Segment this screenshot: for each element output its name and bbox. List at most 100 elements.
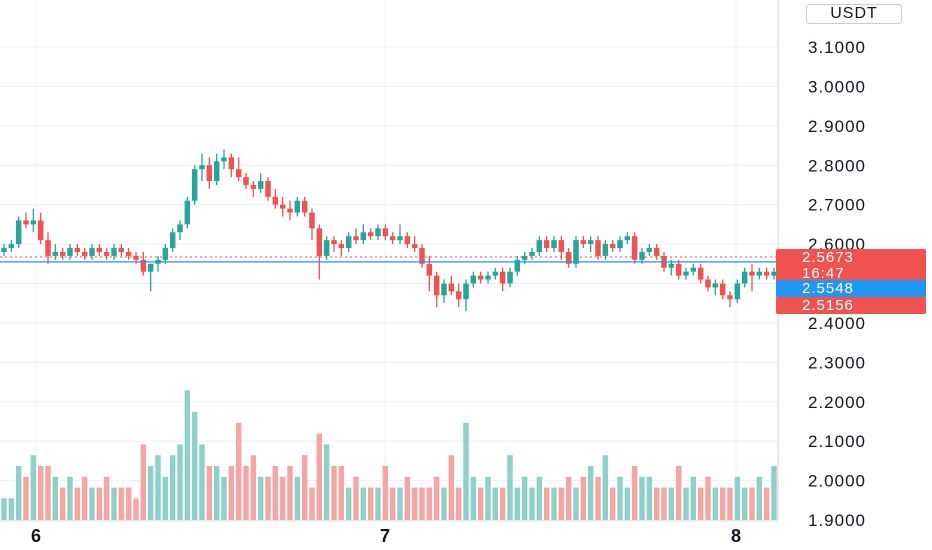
candle-body <box>455 291 462 300</box>
candle-body <box>243 177 249 185</box>
volume-bar <box>118 487 125 520</box>
candle-body <box>294 200 301 213</box>
candle-body <box>573 240 579 264</box>
candle-body <box>59 251 66 256</box>
volume-bar <box>287 466 293 520</box>
volume-bar <box>551 487 557 520</box>
candle-body <box>221 157 227 162</box>
candle-body <box>763 271 770 276</box>
volume-bar <box>404 476 411 520</box>
price-tick-label: 2.1000 <box>808 432 866 451</box>
volume-bar <box>602 455 609 520</box>
volume-bar <box>177 444 183 520</box>
volume-bar <box>147 466 154 520</box>
candle-body <box>521 255 528 260</box>
candle-body <box>433 275 440 296</box>
price-tick-label: 2.7000 <box>808 196 866 215</box>
volume-bar <box>734 476 741 520</box>
volume-bar <box>719 487 726 520</box>
currency-unit-button[interactable]: USDT <box>806 4 902 24</box>
candle-body <box>375 228 381 237</box>
candle-body <box>771 271 777 276</box>
volume-bar <box>624 487 631 520</box>
low-price-value: 2.5156 <box>802 297 854 314</box>
candle-body <box>360 232 367 241</box>
volume-bar <box>514 487 521 520</box>
volume-bar <box>646 476 653 520</box>
volume-bar <box>595 476 601 520</box>
volume-bar <box>492 487 499 520</box>
volume-bar <box>367 487 374 520</box>
price-tick-label: 2.4000 <box>808 314 866 333</box>
volume-bar <box>653 487 660 520</box>
volume-bar <box>697 487 704 520</box>
candle-body <box>1 248 7 252</box>
candle-body <box>235 169 242 178</box>
candle-body <box>426 263 433 276</box>
candle-body <box>646 248 653 252</box>
volume-bar <box>763 487 770 520</box>
candle-body <box>301 200 308 213</box>
candle-body <box>367 232 374 237</box>
candle-body <box>81 251 88 256</box>
volume-bar <box>169 455 176 520</box>
candle-body <box>353 236 359 241</box>
candle-body <box>206 165 213 182</box>
volume-bar <box>543 487 550 520</box>
candle-body <box>37 220 44 241</box>
volume-bar <box>243 466 249 520</box>
candle-body <box>668 263 675 268</box>
volume-bar <box>103 476 110 520</box>
volume-bar <box>15 466 22 520</box>
candle-body <box>162 248 169 260</box>
volume-bar <box>727 487 733 520</box>
volume-bar <box>316 433 323 520</box>
candle-body <box>316 228 323 256</box>
volume-bar <box>162 476 169 520</box>
candle-body <box>741 271 748 284</box>
candle-body <box>499 271 506 284</box>
candle-body <box>470 275 477 284</box>
candle-body <box>565 251 572 264</box>
volume-bar <box>45 466 51 520</box>
candle-body <box>558 240 565 252</box>
volume-bar <box>353 476 359 520</box>
candle-body <box>96 248 103 252</box>
candle-body <box>602 244 609 256</box>
candle-body <box>514 259 521 272</box>
candle-body <box>617 240 623 249</box>
candle-body <box>250 184 257 189</box>
volume-bar <box>389 487 396 520</box>
volume-bar <box>573 487 579 520</box>
volume-bar <box>140 444 147 520</box>
candle-body <box>74 248 81 252</box>
volume-bar <box>382 466 389 520</box>
candle-body <box>543 240 550 249</box>
volume-bar <box>81 476 88 520</box>
volume-bar <box>235 422 242 520</box>
volume-bar <box>470 476 477 520</box>
volume-bar <box>309 487 315 520</box>
volume-bar <box>345 487 352 520</box>
volume-bar <box>272 466 279 520</box>
volume-bar <box>639 476 645 520</box>
candle-body <box>331 240 337 245</box>
bar-countdown: 16:47 <box>802 265 845 282</box>
candle-body <box>448 283 455 292</box>
volume-bar <box>448 455 455 520</box>
volume-bar <box>411 487 418 520</box>
volume-bar <box>756 476 763 520</box>
candle-body <box>279 204 286 209</box>
candle-body <box>8 244 15 249</box>
volume-bar <box>433 476 440 520</box>
volume-bar <box>536 476 543 520</box>
volume-bar <box>74 487 81 520</box>
price-tick-label: 2.0000 <box>808 472 866 491</box>
volume-bar <box>184 390 191 520</box>
candle-body <box>309 212 315 229</box>
volume-bar <box>155 455 161 520</box>
candle-body <box>477 275 484 280</box>
candle-body <box>397 236 403 241</box>
volume-bar <box>712 487 719 520</box>
